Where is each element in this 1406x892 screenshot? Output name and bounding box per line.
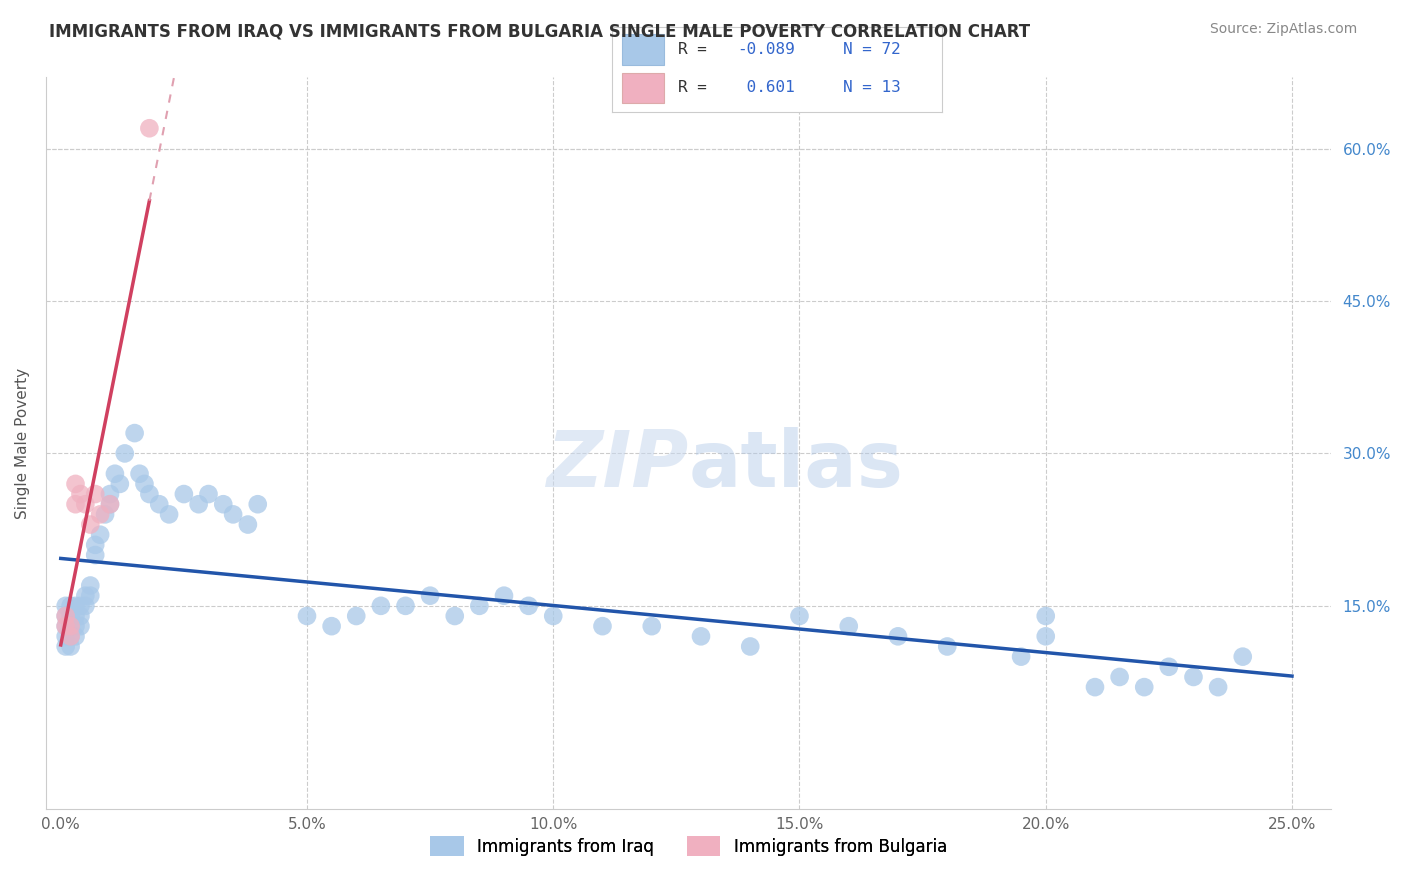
Point xyxy=(541,609,564,624)
Point xyxy=(236,517,259,532)
Point xyxy=(1206,680,1229,694)
Point xyxy=(138,121,160,136)
Point xyxy=(65,497,87,511)
Point xyxy=(84,487,107,501)
Point xyxy=(1084,680,1107,694)
Text: -0.089: -0.089 xyxy=(737,42,794,57)
Point xyxy=(75,599,97,613)
Point xyxy=(1010,649,1032,664)
Point xyxy=(65,629,87,643)
Text: IMMIGRANTS FROM IRAQ VS IMMIGRANTS FROM BULGARIA SINGLE MALE POVERTY CORRELATION: IMMIGRANTS FROM IRAQ VS IMMIGRANTS FROM … xyxy=(49,22,1031,40)
Text: Source: ZipAtlas.com: Source: ZipAtlas.com xyxy=(1209,22,1357,37)
Point xyxy=(1108,670,1130,684)
Point xyxy=(128,467,150,481)
Point xyxy=(1133,680,1156,694)
Point xyxy=(79,578,101,592)
Point xyxy=(98,497,121,511)
Point xyxy=(84,538,107,552)
Point xyxy=(1035,629,1057,643)
Point xyxy=(108,476,131,491)
Point xyxy=(419,589,441,603)
Point xyxy=(59,599,82,613)
Point xyxy=(69,609,91,624)
Point xyxy=(124,426,146,441)
Point xyxy=(114,446,136,460)
Point xyxy=(55,619,77,633)
Point xyxy=(98,487,121,501)
Text: N = 72: N = 72 xyxy=(844,42,901,57)
Point xyxy=(55,640,77,654)
Point xyxy=(443,609,465,624)
Point xyxy=(887,629,910,643)
Point xyxy=(84,548,107,562)
Text: ZIP: ZIP xyxy=(547,427,689,503)
Point xyxy=(69,619,91,633)
Point xyxy=(59,619,82,633)
Point xyxy=(59,609,82,624)
Point xyxy=(55,599,77,613)
Point xyxy=(222,508,245,522)
Point xyxy=(187,497,209,511)
Text: N = 13: N = 13 xyxy=(844,80,901,95)
Point xyxy=(592,619,614,633)
Point xyxy=(89,527,111,541)
Point xyxy=(641,619,664,633)
Point xyxy=(212,497,235,511)
Text: atlas: atlas xyxy=(689,427,904,503)
Point xyxy=(321,619,343,633)
Point xyxy=(69,599,91,613)
Point xyxy=(55,609,77,624)
Point xyxy=(370,599,392,613)
Point xyxy=(690,629,713,643)
Text: R =: R = xyxy=(678,80,716,95)
Point xyxy=(394,599,416,613)
Point xyxy=(59,629,82,643)
Point xyxy=(98,497,121,511)
Point xyxy=(55,629,77,643)
Point xyxy=(148,497,170,511)
Text: 0.601: 0.601 xyxy=(737,80,794,95)
Point xyxy=(89,508,111,522)
Point xyxy=(65,476,87,491)
Point xyxy=(1035,609,1057,624)
Y-axis label: Single Male Poverty: Single Male Poverty xyxy=(15,368,30,519)
Point xyxy=(65,599,87,613)
Point xyxy=(197,487,219,501)
Point xyxy=(59,629,82,643)
Point xyxy=(59,640,82,654)
Point xyxy=(936,640,959,654)
Point xyxy=(344,609,367,624)
Point xyxy=(838,619,860,633)
Point xyxy=(517,599,540,613)
Point xyxy=(75,497,97,511)
Point xyxy=(59,619,82,633)
Legend: Immigrants from Iraq, Immigrants from Bulgaria: Immigrants from Iraq, Immigrants from Bu… xyxy=(423,830,953,863)
Point xyxy=(65,619,87,633)
Point xyxy=(69,487,91,501)
Point xyxy=(789,609,811,624)
Point xyxy=(157,508,180,522)
Point xyxy=(1182,670,1205,684)
Point xyxy=(468,599,491,613)
Point xyxy=(104,467,127,481)
Point xyxy=(740,640,762,654)
Point xyxy=(173,487,195,501)
Point xyxy=(79,589,101,603)
Point xyxy=(246,497,269,511)
Point xyxy=(55,619,77,633)
Point xyxy=(65,609,87,624)
Point xyxy=(138,487,160,501)
Point xyxy=(1232,649,1254,664)
Point xyxy=(295,609,318,624)
Point xyxy=(75,589,97,603)
Point xyxy=(134,476,156,491)
Text: R =: R = xyxy=(678,42,716,57)
Point xyxy=(55,609,77,624)
Point xyxy=(1157,660,1180,674)
Point xyxy=(492,589,515,603)
Point xyxy=(79,517,101,532)
FancyBboxPatch shape xyxy=(621,72,665,103)
Point xyxy=(94,508,117,522)
FancyBboxPatch shape xyxy=(621,35,665,65)
